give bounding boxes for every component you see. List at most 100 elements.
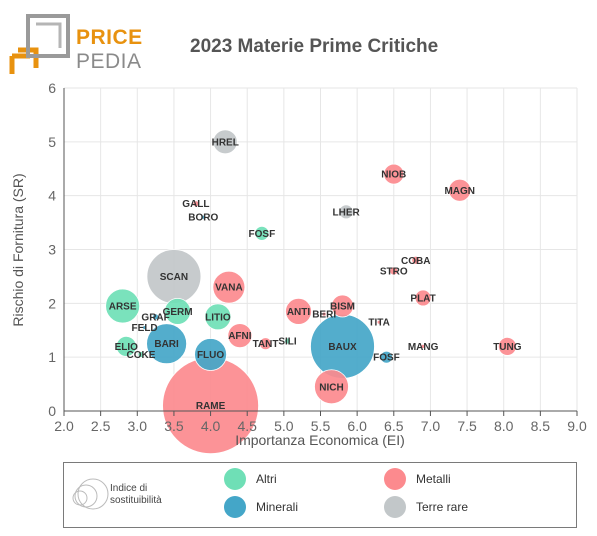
y-tick-label: 3 <box>48 242 56 258</box>
bubble-label-boro: BORO <box>188 213 218 224</box>
bubble-label-fluo: FLUO <box>197 350 224 361</box>
bubble-label-fosf: FOSF <box>249 229 276 240</box>
x-tick-label: 2.0 <box>54 418 74 434</box>
bubble-tita[interactable] <box>376 319 382 325</box>
x-tick-label: 4.0 <box>201 418 221 434</box>
bubble-label-sili: SILI <box>278 337 297 348</box>
bubble-fosf[interactable] <box>380 350 393 364</box>
bubble-label-fosf: FOSF <box>373 353 400 364</box>
bubble-litio[interactable] <box>204 303 232 331</box>
x-tick-label: 6.5 <box>384 418 404 434</box>
x-tick-label: 5.5 <box>311 418 331 434</box>
bubble-label-tung: TUNG <box>493 342 522 353</box>
legend-swatch-minerali <box>224 496 246 518</box>
bubble-tung[interactable] <box>497 336 517 356</box>
bubble-label-elio: ELIO <box>115 342 139 353</box>
chart-title: 2023 Materie Prime Critiche <box>190 36 439 57</box>
x-tick-label: 2.5 <box>91 418 111 434</box>
legend-swatch-metalli <box>384 468 406 490</box>
x-tick-label: 8.5 <box>531 418 551 434</box>
bubble-label-baux: BAUX <box>328 342 357 353</box>
bubble-label-gall: GALL <box>182 199 209 210</box>
y-tick-label: 5 <box>48 134 56 150</box>
bubble-label-vana: VANA <box>215 283 243 294</box>
bubble-boro[interactable] <box>200 214 206 220</box>
bubble-graf[interactable] <box>152 313 160 321</box>
legend: Indice di sostituibilità Altri Metalli M… <box>63 462 577 528</box>
legend-item-altri[interactable]: Altri <box>224 468 277 490</box>
bubble-label-hrel: HREL <box>212 137 239 148</box>
bubble-mang[interactable] <box>420 343 426 349</box>
bubble-label-magn: MAGN <box>444 186 475 197</box>
bubble-label-bism: BISM <box>330 302 355 313</box>
x-tick-label: 4.5 <box>237 418 257 434</box>
legend-label-metalli: Metalli <box>416 472 451 486</box>
x-tick-label: 3.0 <box>128 418 148 434</box>
bubble-label-feld: FELD <box>132 323 158 334</box>
axes: 0 1 2 3 4 5 6 2.0 2.5 3.0 3.5 4.0 4.5 5.0 5.5 6.0 6.5 7.0… <box>48 80 587 434</box>
legend-item-minerali[interactable]: Minerali <box>224 496 298 518</box>
x-tick-label: 9.0 <box>567 418 587 434</box>
bubble-label-anti: ANTI <box>287 307 311 318</box>
logo-mark-icon <box>9 14 70 74</box>
bubble-label-scan: SCAN <box>160 272 188 283</box>
x-tick-label: 8.0 <box>494 418 514 434</box>
bubble-label-coba: COBA <box>401 256 430 267</box>
bubble-fluo[interactable] <box>194 338 227 371</box>
legend-item-terre-rare[interactable]: Terre rare <box>384 496 468 518</box>
bubble-bari[interactable] <box>146 323 188 365</box>
x-axis-label: Importanza Economica (EI) <box>235 432 405 448</box>
legend-swatch-terre-rare <box>384 496 406 518</box>
bubble-label-litio: LITIO <box>205 312 231 323</box>
legend-swatch-altri <box>224 468 246 490</box>
bubble-fosf[interactable] <box>254 225 270 241</box>
bubble-sili[interactable] <box>284 337 291 345</box>
bubble-label-tant: TANT <box>253 339 279 350</box>
y-tick-label: 0 <box>48 403 56 419</box>
bubble-label-graf: GRAF <box>141 312 169 323</box>
bubble-hrel[interactable] <box>212 129 238 155</box>
bubble-nich[interactable] <box>314 369 349 405</box>
bubble-bism[interactable] <box>331 294 354 318</box>
x-tick-label: 7.0 <box>421 418 441 434</box>
bubble-magn[interactable] <box>448 178 472 202</box>
y-tick-label: 2 <box>48 295 56 311</box>
bubble-label-germ: GERM <box>163 307 193 318</box>
bubble-label-afni: AFNI <box>228 331 252 342</box>
x-tick-label: 3.5 <box>164 418 184 434</box>
bubble-label-rame: RAME <box>196 401 226 412</box>
bubble-arse[interactable] <box>105 288 141 324</box>
bubble-gall[interactable] <box>192 200 200 208</box>
legend-label-minerali: Minerali <box>256 500 299 514</box>
bubble-plat[interactable] <box>414 289 432 307</box>
bubble-niob[interactable] <box>383 163 405 185</box>
logo-text-pedia: PEDIA <box>76 50 142 73</box>
bubble-lher[interactable] <box>338 204 354 220</box>
size-legend-label: Indice di sostituibilità <box>110 483 162 506</box>
bubble-coke[interactable] <box>137 351 145 358</box>
bubble-coba[interactable] <box>411 255 421 265</box>
bubble-elio[interactable] <box>115 335 137 357</box>
y-axis-label: Rischio di Fornitura (SR) <box>10 173 26 326</box>
size-legend-icon <box>72 478 109 510</box>
x-tick-label: 5.0 <box>274 418 294 434</box>
bubble-stro[interactable] <box>389 266 399 276</box>
pricepedia-logo: PRICE PEDIA <box>8 12 158 78</box>
bubble-germ[interactable] <box>164 298 191 325</box>
legend-item-metalli[interactable]: Metalli <box>384 468 451 490</box>
bubble-tant[interactable] <box>259 337 272 351</box>
bubble-label-bari: BARI <box>154 339 179 350</box>
bubble-label-niob: NIOB <box>381 170 406 181</box>
bubble-feld[interactable] <box>142 325 148 330</box>
bubble-label-coke: COKE <box>126 350 155 361</box>
bubble-label-arse: ARSE <box>109 302 137 313</box>
bubble-label-plat: PLAT <box>410 293 435 304</box>
bubble-label-beri: BERI <box>312 310 336 321</box>
legend-label-terre-rare: Terre rare <box>416 500 469 514</box>
bubble-beri[interactable] <box>321 311 327 317</box>
bubble-afni[interactable] <box>227 323 253 349</box>
bubble-vana[interactable] <box>212 270 246 304</box>
y-tick-label: 6 <box>48 80 56 96</box>
y-tick-label: 4 <box>48 188 56 204</box>
bubble-anti[interactable] <box>285 298 312 325</box>
